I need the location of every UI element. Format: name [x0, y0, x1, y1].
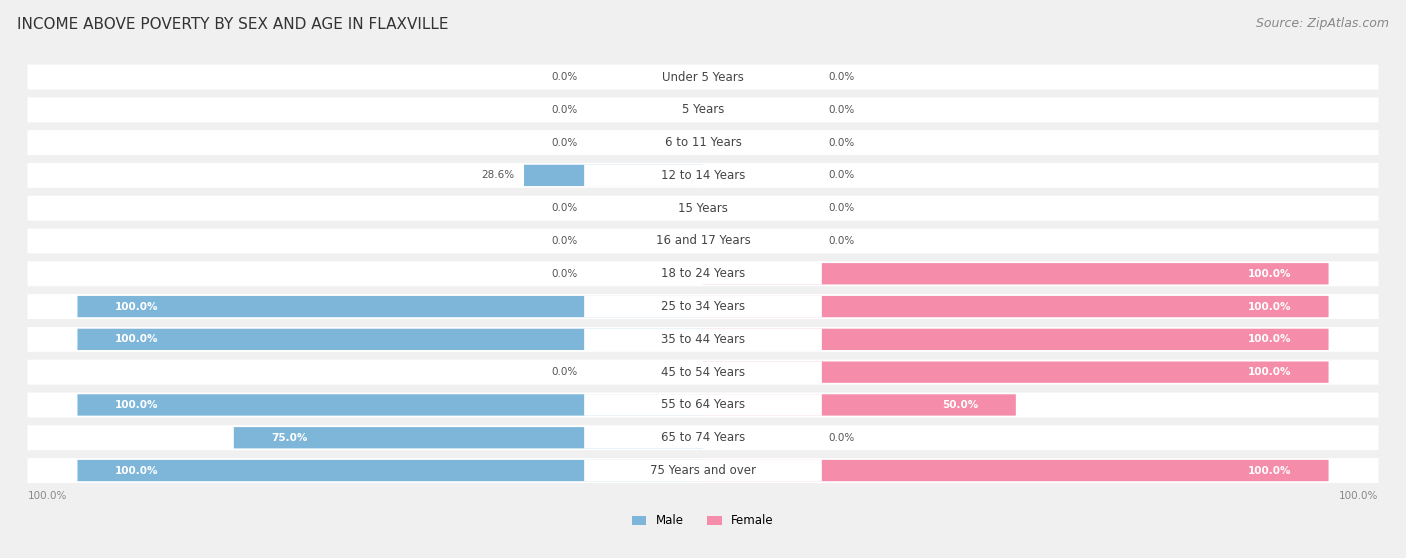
Text: 0.0%: 0.0% — [551, 72, 578, 82]
Text: 100.0%: 100.0% — [1339, 491, 1378, 501]
FancyBboxPatch shape — [583, 230, 823, 252]
Legend: Male, Female: Male, Female — [633, 514, 773, 527]
Text: 0.0%: 0.0% — [828, 170, 855, 180]
FancyBboxPatch shape — [703, 329, 1329, 350]
Text: 0.0%: 0.0% — [828, 203, 855, 213]
FancyBboxPatch shape — [77, 460, 703, 481]
Text: 0.0%: 0.0% — [551, 236, 578, 246]
Text: 0.0%: 0.0% — [828, 138, 855, 148]
Text: 65 to 74 Years: 65 to 74 Years — [661, 431, 745, 444]
Text: 28.6%: 28.6% — [482, 170, 515, 180]
FancyBboxPatch shape — [28, 392, 1378, 417]
Text: 100.0%: 100.0% — [115, 301, 159, 311]
Text: 0.0%: 0.0% — [551, 367, 578, 377]
FancyBboxPatch shape — [524, 165, 703, 186]
FancyBboxPatch shape — [28, 130, 1378, 155]
FancyBboxPatch shape — [583, 394, 823, 416]
Text: INCOME ABOVE POVERTY BY SEX AND AGE IN FLAXVILLE: INCOME ABOVE POVERTY BY SEX AND AGE IN F… — [17, 17, 449, 32]
Text: Under 5 Years: Under 5 Years — [662, 70, 744, 84]
FancyBboxPatch shape — [233, 427, 703, 449]
Text: 6 to 11 Years: 6 to 11 Years — [665, 136, 741, 149]
Text: 35 to 44 Years: 35 to 44 Years — [661, 333, 745, 346]
FancyBboxPatch shape — [583, 362, 823, 383]
Text: 100.0%: 100.0% — [1247, 465, 1291, 475]
FancyBboxPatch shape — [583, 296, 823, 318]
Text: 55 to 64 Years: 55 to 64 Years — [661, 398, 745, 411]
FancyBboxPatch shape — [583, 460, 823, 482]
FancyBboxPatch shape — [583, 99, 823, 121]
FancyBboxPatch shape — [703, 263, 1329, 285]
FancyBboxPatch shape — [28, 163, 1378, 188]
Text: 100.0%: 100.0% — [1247, 269, 1291, 279]
Text: 0.0%: 0.0% — [828, 105, 855, 115]
FancyBboxPatch shape — [77, 296, 703, 318]
Text: 75 Years and over: 75 Years and over — [650, 464, 756, 477]
Text: 16 and 17 Years: 16 and 17 Years — [655, 234, 751, 248]
FancyBboxPatch shape — [28, 65, 1378, 89]
FancyBboxPatch shape — [28, 261, 1378, 286]
Text: 15 Years: 15 Years — [678, 201, 728, 215]
FancyBboxPatch shape — [583, 427, 823, 449]
FancyBboxPatch shape — [583, 165, 823, 186]
FancyBboxPatch shape — [28, 97, 1378, 122]
Text: 45 to 54 Years: 45 to 54 Years — [661, 365, 745, 379]
Text: 0.0%: 0.0% — [551, 138, 578, 148]
Text: 5 Years: 5 Years — [682, 103, 724, 116]
Text: 100.0%: 100.0% — [1247, 367, 1291, 377]
Text: 0.0%: 0.0% — [828, 72, 855, 82]
Text: 100.0%: 100.0% — [115, 400, 159, 410]
Text: 50.0%: 50.0% — [942, 400, 979, 410]
FancyBboxPatch shape — [77, 395, 703, 416]
FancyBboxPatch shape — [28, 294, 1378, 319]
Text: 100.0%: 100.0% — [28, 491, 67, 501]
FancyBboxPatch shape — [28, 327, 1378, 352]
FancyBboxPatch shape — [28, 458, 1378, 483]
Text: 0.0%: 0.0% — [828, 433, 855, 442]
Text: 25 to 34 Years: 25 to 34 Years — [661, 300, 745, 313]
FancyBboxPatch shape — [583, 329, 823, 350]
Text: 0.0%: 0.0% — [551, 203, 578, 213]
FancyBboxPatch shape — [583, 132, 823, 153]
Text: 18 to 24 Years: 18 to 24 Years — [661, 267, 745, 280]
FancyBboxPatch shape — [28, 425, 1378, 450]
Text: 0.0%: 0.0% — [551, 105, 578, 115]
Text: Source: ZipAtlas.com: Source: ZipAtlas.com — [1256, 17, 1389, 30]
Text: 0.0%: 0.0% — [551, 269, 578, 279]
FancyBboxPatch shape — [583, 263, 823, 285]
FancyBboxPatch shape — [583, 198, 823, 219]
FancyBboxPatch shape — [703, 296, 1329, 318]
Text: 100.0%: 100.0% — [1247, 334, 1291, 344]
FancyBboxPatch shape — [77, 329, 703, 350]
Text: 75.0%: 75.0% — [271, 433, 308, 442]
FancyBboxPatch shape — [28, 229, 1378, 253]
Text: 100.0%: 100.0% — [1247, 301, 1291, 311]
FancyBboxPatch shape — [28, 360, 1378, 384]
FancyBboxPatch shape — [583, 66, 823, 88]
Text: 100.0%: 100.0% — [115, 334, 159, 344]
Text: 0.0%: 0.0% — [828, 236, 855, 246]
FancyBboxPatch shape — [703, 395, 1015, 416]
Text: 12 to 14 Years: 12 to 14 Years — [661, 169, 745, 182]
FancyBboxPatch shape — [703, 362, 1329, 383]
Text: 100.0%: 100.0% — [115, 465, 159, 475]
FancyBboxPatch shape — [28, 196, 1378, 220]
FancyBboxPatch shape — [703, 460, 1329, 481]
